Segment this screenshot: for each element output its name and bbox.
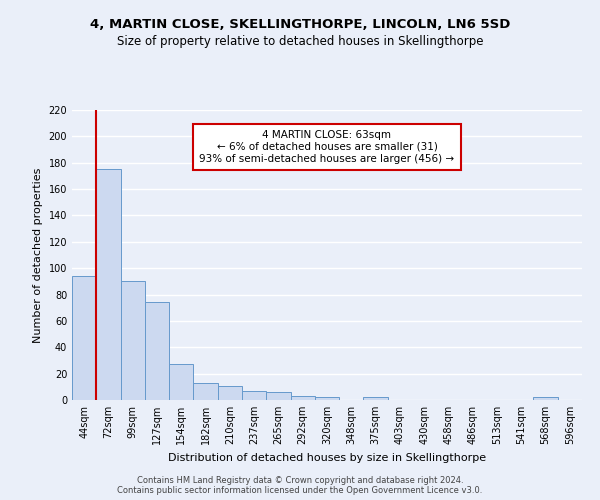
Y-axis label: Number of detached properties: Number of detached properties bbox=[33, 168, 43, 342]
Text: Contains HM Land Registry data © Crown copyright and database right 2024.
Contai: Contains HM Land Registry data © Crown c… bbox=[118, 476, 482, 495]
Bar bbox=[193, 383, 218, 400]
Bar bbox=[96, 170, 121, 400]
Bar bbox=[242, 391, 266, 400]
Bar bbox=[218, 386, 242, 400]
Bar bbox=[169, 364, 193, 400]
Bar bbox=[72, 276, 96, 400]
Bar bbox=[266, 392, 290, 400]
Text: 4, MARTIN CLOSE, SKELLINGTHORPE, LINCOLN, LN6 5SD: 4, MARTIN CLOSE, SKELLINGTHORPE, LINCOLN… bbox=[90, 18, 510, 30]
Text: 4 MARTIN CLOSE: 63sqm
← 6% of detached houses are smaller (31)
93% of semi-detac: 4 MARTIN CLOSE: 63sqm ← 6% of detached h… bbox=[199, 130, 455, 164]
Text: Size of property relative to detached houses in Skellingthorpe: Size of property relative to detached ho… bbox=[117, 35, 483, 48]
Bar bbox=[145, 302, 169, 400]
Bar bbox=[533, 398, 558, 400]
Bar bbox=[364, 398, 388, 400]
X-axis label: Distribution of detached houses by size in Skellingthorpe: Distribution of detached houses by size … bbox=[168, 452, 486, 462]
Bar bbox=[121, 282, 145, 400]
Bar bbox=[315, 398, 339, 400]
Bar bbox=[290, 396, 315, 400]
